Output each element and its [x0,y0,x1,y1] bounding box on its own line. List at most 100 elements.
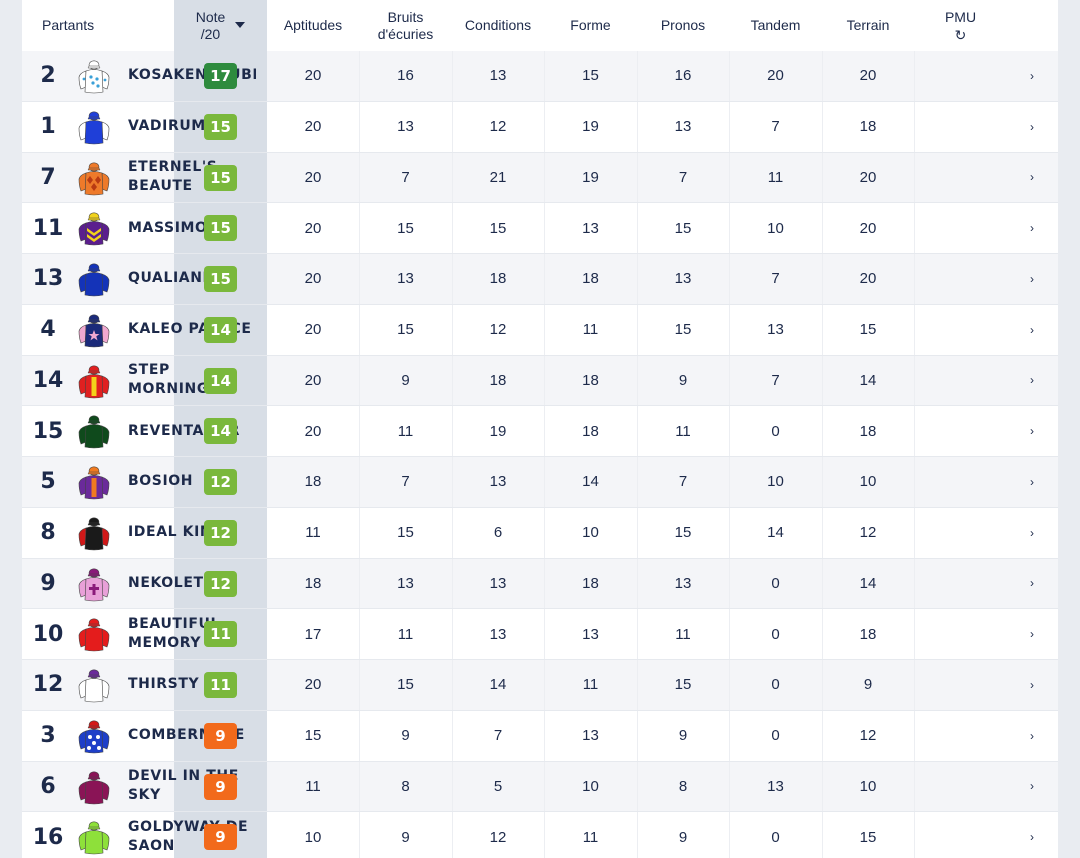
bruits-value: 11 [397,625,414,643]
column-divider [544,203,545,253]
table-row[interactable]: 1 VADIRUM 15 20 13 12 19 13 7 18 › [22,101,1058,153]
horse-name[interactable]: BEAUTIFUL MEMORY [128,609,256,659]
tandem-value: 10 [767,473,784,491]
runner-number: 2 [40,63,56,89]
column-divider [914,507,915,558]
horse-name[interactable]: IDEAL KING [128,508,256,558]
header-pronos[interactable]: Pronos [637,0,729,51]
tandem-value: 20 [767,67,784,85]
horse-name-text: BEAUTIFUL MEMORY [128,616,221,652]
chevron-right-icon[interactable]: › [1030,627,1034,642]
chevron-right-icon[interactable]: › [1030,322,1034,337]
terrain-value: 20 [859,67,877,85]
bruits-value: 15 [397,524,414,542]
column-divider [544,304,545,355]
column-divider [452,507,453,558]
tandem-value: 0 [771,574,780,592]
column-divider [729,304,730,355]
table-row[interactable]: 9 NEKOLETO 12 18 13 13 18 13 0 14 › [22,558,1058,610]
horse-name[interactable]: QUALIAND [128,254,256,304]
chevron-right-icon[interactable]: › [1030,728,1034,743]
header-tandem[interactable]: Tandem [729,0,822,51]
header-note[interactable]: Note /20 [174,0,267,51]
header-pmu-label: PMU [944,9,977,25]
column-divider [637,507,638,558]
header-bruits[interactable]: Bruits d'écuries [359,0,452,51]
column-divider [822,355,823,406]
horse-name[interactable]: THIRSTY [128,660,256,710]
chevron-right-icon[interactable]: › [1030,119,1034,134]
chevron-right-icon[interactable]: › [1030,830,1034,845]
horse-name[interactable]: VADIRUM [128,102,256,152]
pronos-value: 9 [678,727,688,745]
header-terrain[interactable]: Terrain [822,0,914,51]
table-row[interactable]: 2KOSAKENZAUBEL1720161315162020› [22,51,1058,102]
table-row[interactable]: 16 GOLDYWAY DE SAON 9 10 9 12 11 9 0 15 › [22,812,1058,858]
table-row[interactable]: 10 BEAUTIFUL MEMORY 11 17 11 13 13 11 0 18 › [22,609,1058,660]
terrain-value: 14 [859,574,877,592]
horse-name[interactable]: BOSIOH [128,457,256,507]
sort-down-icon[interactable] [235,21,246,28]
refresh-icon[interactable]: ↻ [954,27,967,43]
chevron-right-icon[interactable]: › [1030,221,1034,236]
column-divider [729,507,730,558]
column-divider [544,660,545,710]
header-aptitudes[interactable]: Aptitudes [267,0,359,51]
table-row[interactable]: 11 MASSIMO 15 20 15 15 13 15 10 20 › [22,203,1058,254]
conditions-value: 21 [489,168,507,186]
column-divider [359,203,360,253]
table-row[interactable]: 3 COMBERMERE 9 15 9 7 13 9 0 12 › [22,710,1058,762]
header-conditions[interactable]: Conditions [452,0,544,51]
forme-value: 15 [582,67,599,85]
column-divider [914,457,915,507]
note-sort-control[interactable]: Note /20 [196,9,246,43]
jockey-silk-icon [76,414,112,450]
chevron-right-icon[interactable]: › [1030,170,1034,185]
chevron-right-icon[interactable]: › [1030,525,1034,540]
column-divider [729,406,730,456]
bruits-value: 13 [397,574,414,592]
jockey-silk-icon [76,820,112,856]
table-row[interactable]: 5 BOSIOH 12 18 7 13 14 7 10 10 › [22,457,1058,508]
chevron-right-icon[interactable]: › [1030,68,1034,83]
table-row[interactable]: 14 STEP MORNING 14 20 9 18 18 9 7 14 › [22,355,1058,407]
table-row[interactable]: 13 QUALIAND 15 20 13 18 18 13 7 20 › [22,254,1058,305]
chevron-right-icon[interactable]: › [1030,779,1034,794]
column-divider [637,761,638,812]
column-divider [359,660,360,710]
header-forme-label: Forme [570,17,611,33]
column-divider [637,457,638,507]
table-row[interactable]: 6 DEVIL IN THE SKY 9 11 8 5 10 8 13 10 › [22,761,1058,813]
aptitudes-value: 18 [304,574,322,592]
horse-name[interactable]: NEKOLETO [128,559,256,609]
chevron-right-icon[interactable]: › [1030,373,1034,388]
tandem-value: 0 [771,828,780,846]
terrain-value: 12 [859,524,877,542]
chevron-right-icon[interactable]: › [1030,271,1034,286]
horse-name[interactable]: STEP MORNING [128,356,256,406]
table-row[interactable]: 7 ETERNEL'S BEAUTE 15 20 7 21 19 7 11 20 › [22,152,1058,204]
horse-name-text: QUALIAND [128,270,215,287]
horse-name[interactable]: ETERNEL'S BEAUTE [128,153,256,203]
partants-table: Partants Note /20 Aptitudes Bruits d'écu… [22,0,1058,858]
table-row[interactable]: 15 REVENTADOR 14 20 11 19 18 11 0 18 › [22,406,1058,457]
column-divider [452,101,453,152]
aptitudes-value: 18 [304,473,322,491]
bruits-value: 11 [397,422,414,440]
table-row[interactable]: 4 KALEO PALACE 14 20 15 12 11 15 13 15 › [22,304,1058,356]
terrain-value: 20 [859,168,877,186]
header-pmu[interactable]: PMU ↻ [914,0,1007,51]
header-partants[interactable]: Partants [22,0,174,51]
horse-name[interactable]: MASSIMO [128,203,256,253]
chevron-right-icon[interactable]: › [1030,677,1034,692]
column-divider [729,812,730,858]
terrain-value: 12 [859,727,877,745]
header-forme[interactable]: Forme [544,0,637,51]
table-row[interactable]: 8 IDEAL KING 12 11 15 6 10 15 14 12 › [22,507,1058,559]
table-row[interactable]: 12 THIRSTY 11 20 15 14 11 15 0 9 › [22,660,1058,711]
chevron-right-icon[interactable]: › [1030,576,1034,591]
terrain-value: 10 [859,777,877,795]
chevron-right-icon[interactable]: › [1030,474,1034,489]
chevron-right-icon[interactable]: › [1030,424,1034,439]
pronos-value: 11 [675,625,691,643]
